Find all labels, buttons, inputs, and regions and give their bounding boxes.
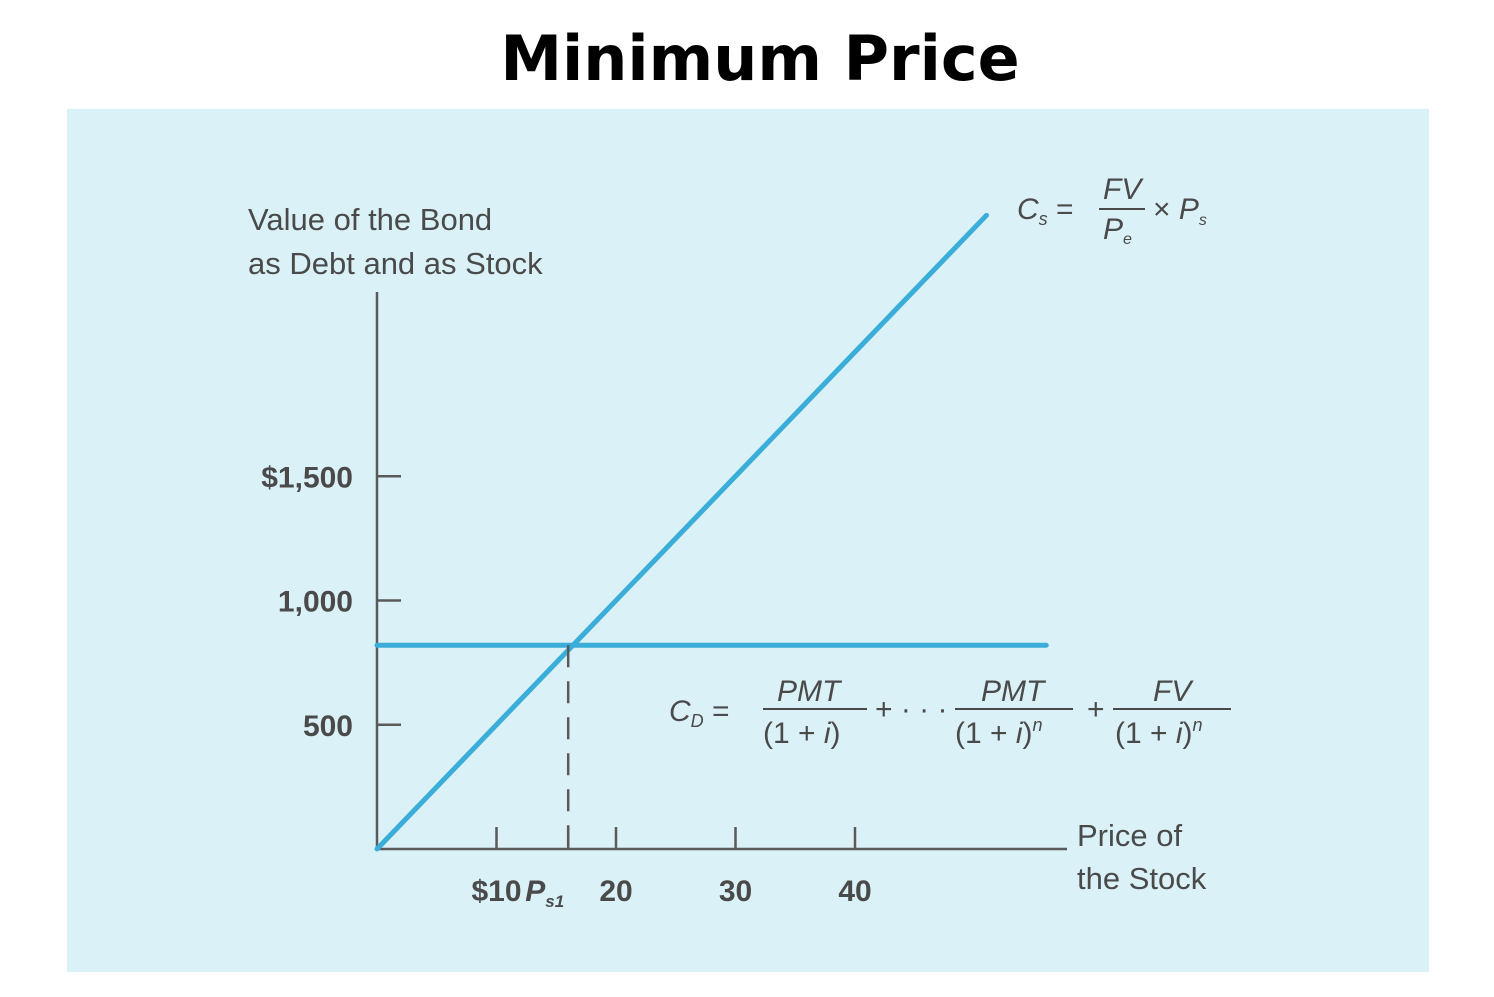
y-axis-title-line2: as Debt and as Stock xyxy=(248,246,543,281)
debt-formula-num1: PMT xyxy=(777,675,843,708)
debt-formula-den1: (1 + i) xyxy=(763,717,841,750)
y-tick-label-1: 1,000 xyxy=(278,586,353,619)
x-tick-label-0: $10 xyxy=(471,875,521,908)
y-axis-title-line1: Value of the Bond xyxy=(248,202,492,237)
debt-formula-dots: + · · · xyxy=(875,693,948,726)
stock-formula-lhs: Cs = xyxy=(1017,193,1074,229)
x-tick-label-3: 30 xyxy=(719,875,752,908)
x-tick-label-4: 40 xyxy=(838,875,871,908)
debt-formula-plus: + xyxy=(1087,693,1105,726)
series-layer xyxy=(374,212,1049,852)
stock-formula-rhs: × Ps xyxy=(1153,193,1207,229)
chart-svg: Value of the Bond as Debt and as Stock P… xyxy=(248,173,1231,911)
debt-formula: CD = PMT (1 + i) + · · · PMT (1 + i)n + … xyxy=(669,675,1231,750)
x-axis-title-line2: the Stock xyxy=(1077,861,1207,896)
debt-formula-num3: FV xyxy=(1153,675,1194,708)
stock-formula-den: Pe xyxy=(1103,213,1132,248)
debt-formula-den3: (1 + i)n xyxy=(1115,715,1203,750)
chart-panel: Value of the Bond as Debt and as Stock P… xyxy=(67,109,1429,972)
x-tick-label-2: 20 xyxy=(599,875,632,908)
x-tick-label-1: Ps1 xyxy=(525,875,564,911)
y-tick-label-2: $1,500 xyxy=(261,461,353,494)
y-axis-title: Value of the Bond as Debt and as Stock xyxy=(248,202,543,281)
stock-formula-num: FV xyxy=(1103,173,1144,206)
series-line-stock-value xyxy=(374,212,989,852)
debt-formula-lhs: CD = xyxy=(669,695,730,731)
slide-title: Minimum Price xyxy=(500,22,1020,95)
debt-formula-den2: (1 + i)n xyxy=(955,715,1043,750)
debt-formula-num2: PMT xyxy=(981,675,1047,708)
x-axis-title-line1: Price of xyxy=(1077,818,1182,853)
stock-formula: Cs = FV Pe × Ps xyxy=(1017,173,1207,248)
ticks-layer: 500 1,000 $1,500 $10 Ps1 20 30 40 xyxy=(261,461,871,911)
x-axis-title: Price of the Stock xyxy=(1077,818,1207,896)
y-tick-label-0: 500 xyxy=(303,710,353,743)
